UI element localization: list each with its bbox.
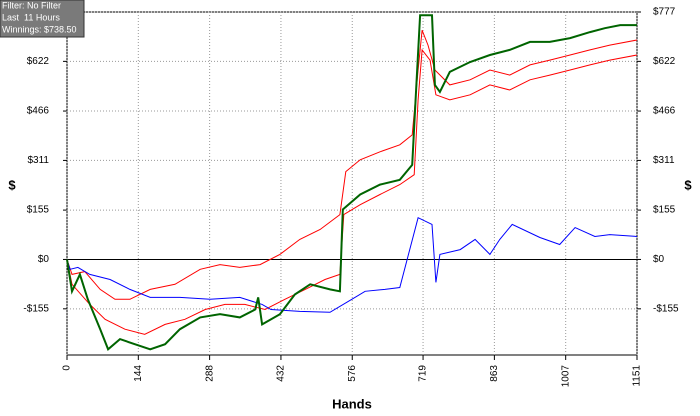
y2-tick-label: $0 xyxy=(653,254,665,265)
series-line xyxy=(66,14,637,351)
info-box xyxy=(0,0,85,38)
y2-tick-label: $155 xyxy=(653,205,676,216)
series-line xyxy=(66,48,638,335)
x-tick-label: 863 xyxy=(489,365,500,382)
y-tick-label: $466 xyxy=(27,106,50,117)
x-tick-label: 576 xyxy=(347,365,358,382)
x-tick-label: 719 xyxy=(418,365,429,382)
y-tick-label: $0 xyxy=(38,254,50,265)
y2-tick-label: $311 xyxy=(653,155,675,166)
y-tick-label: $155 xyxy=(27,205,50,216)
x-tick-label: 144 xyxy=(133,365,144,382)
series-line xyxy=(66,30,638,300)
y2-tick-label: $466 xyxy=(653,106,676,117)
y-tick-label: $622 xyxy=(27,56,50,67)
x-tick-label: 1007 xyxy=(560,365,571,388)
y-tick-label: $311 xyxy=(27,155,49,166)
y-tick-label: -$155 xyxy=(23,303,49,314)
series-line xyxy=(66,216,638,313)
x-tick-label: 432 xyxy=(276,365,287,382)
info-line: Last 11 Hours xyxy=(2,12,60,22)
info-line: Winnings: $738.50 xyxy=(2,24,77,34)
x-tick-label: 288 xyxy=(204,365,215,382)
info-line: Filter: No Filter xyxy=(2,0,61,10)
y2-tick-label: $622 xyxy=(653,56,676,67)
y2-tick-label: $777 xyxy=(653,7,676,18)
y-axis-label: $ xyxy=(8,177,16,192)
x-tick-label: 0 xyxy=(62,365,73,371)
x-axis-label: Hands xyxy=(332,396,372,411)
y2-axis-label: $ xyxy=(684,177,692,192)
y2-tick-label: -$155 xyxy=(653,303,679,314)
x-tick-label: 1151 xyxy=(632,365,643,387)
